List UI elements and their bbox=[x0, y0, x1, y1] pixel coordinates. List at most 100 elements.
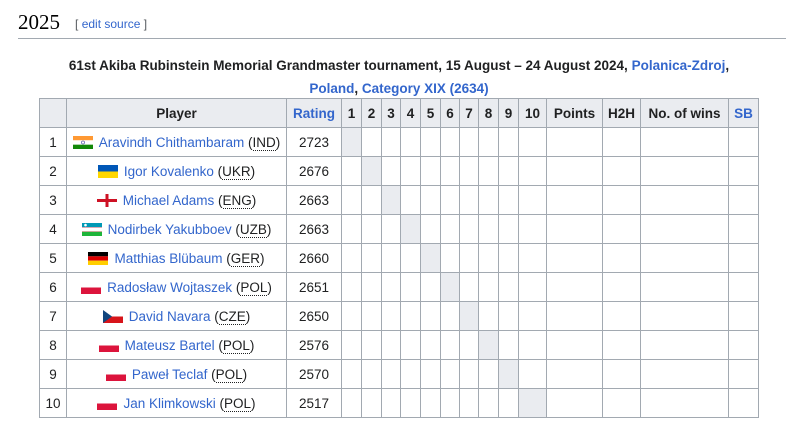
diagonal-cell bbox=[459, 301, 479, 331]
england-flag-icon bbox=[96, 194, 117, 208]
header-rating[interactable]: Rating bbox=[286, 98, 342, 128]
result-cell bbox=[459, 214, 479, 244]
player-rating: 2663 bbox=[286, 214, 342, 244]
result-cell bbox=[498, 156, 519, 186]
result-cell bbox=[478, 243, 499, 273]
country-link[interactable]: Poland bbox=[309, 81, 355, 96]
sb-cell bbox=[728, 156, 759, 186]
result-cell bbox=[381, 359, 401, 389]
header-sb[interactable]: SB bbox=[728, 98, 759, 128]
player-rating: 2650 bbox=[286, 301, 342, 331]
result-cell bbox=[498, 330, 519, 360]
result-cell bbox=[361, 272, 382, 302]
row-number: 3 bbox=[39, 185, 67, 215]
result-cell bbox=[518, 156, 547, 186]
header-wins: No. of wins bbox=[640, 98, 729, 128]
wins-cell bbox=[640, 330, 729, 360]
result-cell bbox=[518, 272, 547, 302]
h2h-cell bbox=[602, 388, 641, 418]
h2h-cell bbox=[602, 156, 641, 186]
result-cell bbox=[459, 185, 479, 215]
player-cell: Aravindh Chithambaram (IND) bbox=[66, 127, 287, 157]
player-name-link[interactable]: Matthias Blübaum bbox=[114, 250, 223, 266]
crosstable: Player Rating 1 2 3 4 5 6 7 8 9 10 Points H2H No. of… bbox=[39, 98, 759, 418]
player-name-link[interactable]: Michael Adams bbox=[122, 192, 215, 208]
player-name-link[interactable]: Aravindh Chithambaram bbox=[98, 134, 245, 150]
result-cell bbox=[361, 127, 382, 157]
player-country: POL bbox=[222, 337, 250, 354]
edit-source-link[interactable]: edit source bbox=[81, 17, 141, 31]
header-round-4: 4 bbox=[400, 98, 421, 128]
table-row: 8 Mateusz Bartel (POL) 2576 bbox=[39, 330, 759, 360]
result-cell bbox=[478, 156, 499, 186]
row-number: 9 bbox=[39, 359, 67, 389]
player-name-link[interactable]: David Navara bbox=[128, 308, 211, 324]
header-round-5: 5 bbox=[420, 98, 441, 128]
table-row: 3 Michael Adams (ENG) 2663 bbox=[39, 185, 759, 215]
player-name-link[interactable]: Mateusz Bartel bbox=[124, 337, 215, 353]
wins-cell bbox=[640, 127, 729, 157]
uzbekistan-flag-icon bbox=[81, 223, 102, 237]
result-cell bbox=[518, 359, 547, 389]
result-cell bbox=[400, 301, 421, 331]
player-name-link[interactable]: Jan Klimkowski bbox=[123, 395, 216, 411]
result-cell bbox=[478, 388, 499, 418]
result-cell bbox=[400, 359, 421, 389]
result-cell bbox=[420, 127, 441, 157]
result-cell bbox=[518, 127, 547, 157]
result-cell bbox=[518, 243, 547, 273]
result-cell bbox=[440, 330, 460, 360]
table-row: 7 David Navara (CZE) 2650 bbox=[39, 301, 759, 331]
h2h-cell bbox=[602, 185, 641, 215]
result-cell bbox=[420, 359, 441, 389]
header-h2h: H2H bbox=[602, 98, 641, 128]
player-cell: Radosław Wojtaszek (POL) bbox=[66, 272, 287, 302]
header-round-1: 1 bbox=[341, 98, 362, 128]
player-name-link[interactable]: Paweł Teclaf bbox=[131, 366, 208, 382]
player-name-link[interactable]: Radosław Wojtaszek bbox=[107, 279, 233, 295]
player-country: UKR bbox=[222, 163, 251, 180]
player-cell: David Navara (CZE) bbox=[66, 301, 287, 331]
sb-cell bbox=[728, 214, 759, 244]
result-cell bbox=[459, 272, 479, 302]
wins-cell bbox=[640, 214, 729, 244]
header-round-9: 9 bbox=[498, 98, 519, 128]
wins-cell bbox=[640, 301, 729, 331]
player-name-link[interactable]: Nodirbek Yakubboev bbox=[107, 221, 232, 237]
result-cell bbox=[478, 272, 499, 302]
result-cell bbox=[420, 272, 441, 302]
category-link[interactable]: Category XIX (2634) bbox=[361, 81, 489, 96]
header-row: Player Rating 1 2 3 4 5 6 7 8 9 10 Points H2H No. of… bbox=[39, 98, 759, 128]
player-rating: 2576 bbox=[286, 330, 342, 360]
player-cell: Jan Klimkowski (POL) bbox=[66, 388, 287, 418]
result-cell bbox=[381, 388, 401, 418]
result-cell bbox=[341, 243, 362, 273]
table-row: 4 Nodirbek Yakubboev (UZB) 2663 bbox=[39, 214, 759, 244]
points-cell bbox=[546, 272, 603, 302]
header-round-10: 10 bbox=[518, 98, 547, 128]
player-country: GER bbox=[230, 250, 261, 267]
diagonal-cell bbox=[361, 156, 382, 186]
player-cell: Paweł Teclaf (POL) bbox=[66, 359, 287, 389]
result-cell bbox=[381, 214, 401, 244]
h2h-cell bbox=[602, 127, 641, 157]
points-cell bbox=[546, 359, 603, 389]
result-cell bbox=[459, 388, 479, 418]
player-rating: 2663 bbox=[286, 185, 342, 215]
points-cell bbox=[546, 301, 603, 331]
player-name-link[interactable]: Igor Kovalenko bbox=[123, 163, 214, 179]
result-cell bbox=[361, 330, 382, 360]
header-round-2: 2 bbox=[361, 98, 382, 128]
diagonal-cell bbox=[498, 359, 519, 389]
poland-flag-icon bbox=[97, 397, 118, 411]
player-rating: 2517 bbox=[286, 388, 342, 418]
result-cell bbox=[341, 388, 362, 418]
result-cell bbox=[420, 156, 441, 186]
player-rating: 2676 bbox=[286, 156, 342, 186]
table-row: 9 Paweł Teclaf (POL) 2570 bbox=[39, 359, 759, 389]
result-cell bbox=[341, 272, 362, 302]
result-cell bbox=[420, 388, 441, 418]
city-link[interactable]: Polanica-Zdroj bbox=[631, 58, 726, 73]
points-cell bbox=[546, 243, 603, 273]
diagonal-cell bbox=[400, 214, 421, 244]
